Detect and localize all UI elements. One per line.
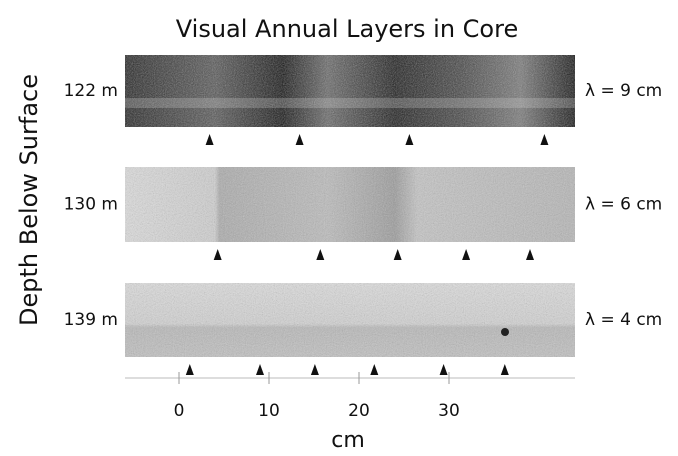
x-tick-label: 0 bbox=[174, 401, 185, 421]
layer-arrow bbox=[256, 364, 264, 375]
layer-arrow bbox=[316, 249, 325, 260]
layer-arrow bbox=[370, 364, 379, 375]
layer-arrow bbox=[405, 134, 414, 145]
layer-arrow bbox=[462, 249, 471, 260]
depth-label: 130 m bbox=[64, 195, 118, 215]
layer-arrow bbox=[295, 134, 304, 145]
x-tick-label: 20 bbox=[348, 401, 370, 421]
x-tick-label: 30 bbox=[438, 401, 460, 421]
x-label: cm bbox=[331, 428, 365, 453]
core-images bbox=[125, 55, 575, 357]
wavelength-label: λ = 6 cm bbox=[585, 195, 662, 215]
wavelength-label: λ = 4 cm bbox=[585, 310, 662, 330]
layer-arrow bbox=[526, 249, 534, 260]
depth-label: 122 m bbox=[64, 81, 118, 101]
title: Visual Annual Layers in Core bbox=[176, 15, 518, 43]
layer-arrow bbox=[540, 134, 549, 145]
layer-arrow bbox=[393, 249, 402, 260]
layer-arrow bbox=[213, 249, 222, 260]
y-label: Depth Below Surface bbox=[15, 74, 43, 326]
layer-arrow bbox=[439, 364, 448, 375]
wavelength-label: λ = 9 cm bbox=[585, 81, 662, 101]
layer-arrow bbox=[310, 364, 319, 375]
x-tick-label: 10 bbox=[258, 401, 280, 421]
layer-arrow bbox=[185, 364, 194, 375]
layer-arrow bbox=[205, 134, 214, 145]
layer-arrow bbox=[500, 364, 509, 375]
depth-label: 139 m bbox=[64, 310, 118, 330]
